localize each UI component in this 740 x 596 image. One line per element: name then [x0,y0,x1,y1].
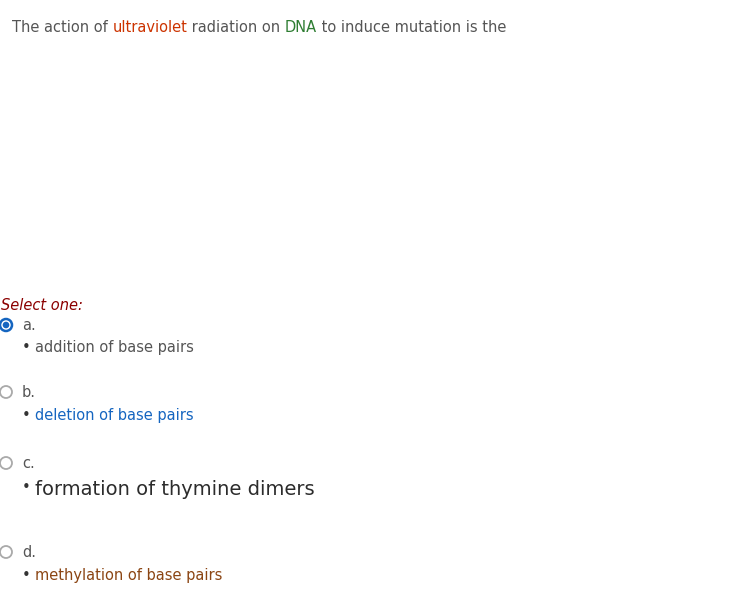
Text: ultraviolet: ultraviolet [112,20,187,35]
Text: •: • [22,480,31,495]
Text: c.: c. [22,456,35,471]
Circle shape [0,319,12,331]
Text: •: • [22,568,31,583]
Text: addition of base pairs: addition of base pairs [35,340,194,355]
Text: •: • [22,408,31,423]
Text: methylation of base pairs: methylation of base pairs [35,568,223,583]
Text: Select one:: Select one: [1,298,83,313]
Circle shape [3,322,10,328]
Text: radiation on: radiation on [187,20,285,35]
Text: formation of thymine dimers: formation of thymine dimers [35,480,314,499]
Text: The action of: The action of [12,20,112,35]
Text: b.: b. [22,385,36,400]
Text: d.: d. [22,545,36,560]
Text: a.: a. [22,318,36,333]
Text: deletion of base pairs: deletion of base pairs [35,408,194,423]
Text: DNA: DNA [285,20,317,35]
Text: •: • [22,340,31,355]
Text: to induce mutation is the: to induce mutation is the [317,20,506,35]
